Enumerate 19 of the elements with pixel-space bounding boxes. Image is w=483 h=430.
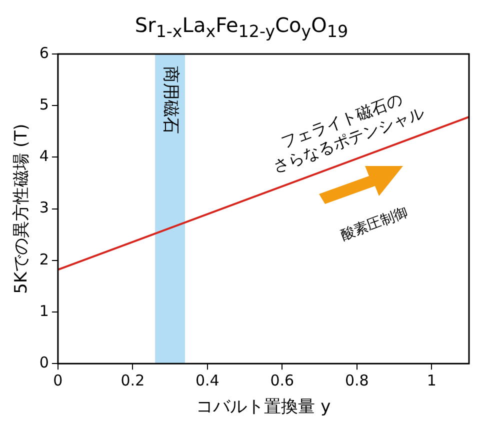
chart-title: Sr$_{1-x}$La$_{x}$Fe$_{12-y}$Co$_{y}$O$_{19}$	[134, 13, 348, 41]
y-tick-label: 0	[39, 353, 49, 372]
y-tick-label: 1	[39, 302, 49, 320]
x-tick-label: 0	[53, 371, 63, 390]
y-tick-label: 4	[39, 147, 49, 166]
y-tick-label: 2	[39, 250, 49, 268]
x-tick-label: 0.8	[344, 371, 369, 390]
y-tick-label: 6	[39, 44, 49, 62]
y-tick-label: 5	[39, 95, 49, 114]
x-tick-label: 1	[426, 371, 436, 390]
x-tick-label: 0.4	[195, 371, 220, 390]
band-label: 商用磁石	[160, 66, 181, 134]
x-axis-title: コバルト置換量 y	[196, 397, 331, 418]
x-tick-label: 0.6	[270, 371, 294, 390]
y-axis-title: 5Kでの異方性磁場 (T)	[12, 124, 32, 294]
annotation: フェライト磁石の さらなるポテンシャル	[270, 90, 427, 176]
annotation: 酸素圧制御	[338, 204, 410, 244]
y-tick-label: 3	[39, 198, 49, 217]
x-tick-label: 0.2	[120, 371, 145, 390]
